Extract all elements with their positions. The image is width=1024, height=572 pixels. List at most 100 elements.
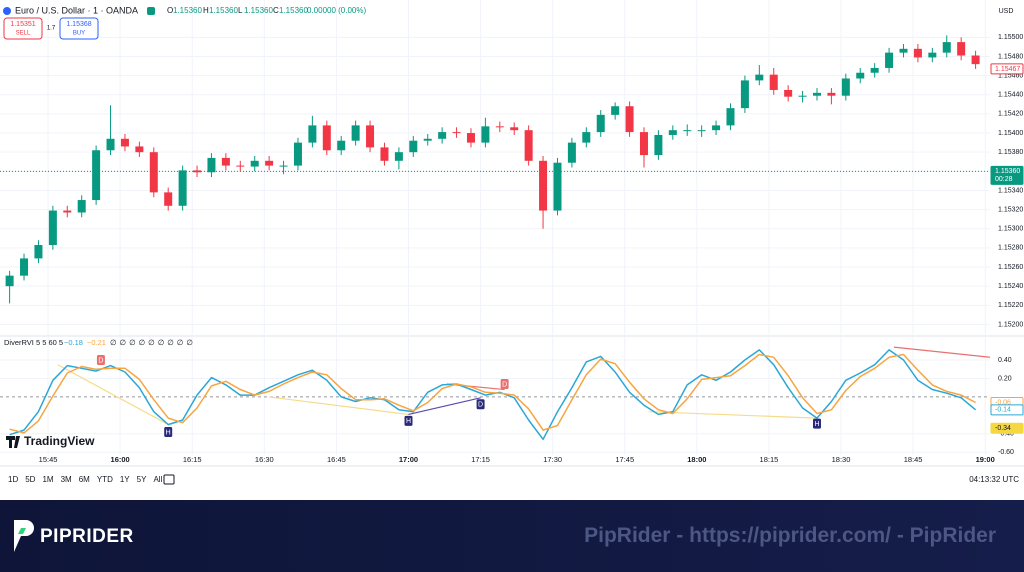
candle-body (539, 160, 548, 211)
candle-body (481, 126, 490, 143)
divergence-line (446, 383, 505, 391)
price-label: -0.34 (995, 425, 1011, 432)
y-tick-label: 1.15380 (998, 149, 1023, 156)
y-tick-label: 1.15440 (998, 92, 1023, 99)
divergence-marker (812, 418, 821, 429)
candle-body (726, 108, 735, 126)
candle-body (149, 152, 158, 193)
price-label-box (990, 165, 1024, 185)
candle-body (394, 152, 403, 161)
range-button[interactable]: 3M (61, 475, 72, 484)
legend-flag: ∅ (186, 338, 193, 347)
ohlc-item: O (167, 6, 173, 15)
candle-body (250, 160, 259, 167)
candle-body (957, 42, 966, 56)
y-tick-label: 0.20 (998, 375, 1012, 382)
overlay: 1.15200 1.15220 1.15240 1.15260 1.15280 1.153… (990, 34, 1024, 456)
divergence-line (269, 396, 409, 416)
divergence-marker (404, 415, 413, 426)
candle-body (322, 125, 331, 151)
y-tick-label: 1.15260 (998, 264, 1023, 271)
candle-body (438, 132, 447, 139)
legend-flag: ∅ (148, 338, 155, 347)
x-tick-label: 17:30 (543, 455, 562, 464)
x-tick-label: 18:30 (832, 455, 851, 464)
range-button[interactable]: 1D (8, 475, 18, 484)
candle-body (48, 210, 57, 246)
sell-price[interactable]: 1.15351 (10, 21, 35, 28)
y-tick-label: 1.15340 (998, 187, 1023, 194)
calendar-icon[interactable] (163, 474, 175, 485)
legend-flag: ∅ (129, 338, 136, 347)
range-button[interactable]: 1Y (120, 475, 130, 484)
y-tick-label: 1.15320 (998, 206, 1023, 213)
price-label-box (990, 404, 1024, 416)
candle-body (236, 165, 245, 167)
candle-body (265, 160, 274, 166)
marker-label: D (478, 402, 483, 409)
range-button[interactable]: 1M (42, 475, 53, 484)
buy-price[interactable]: 1.15368 (66, 21, 91, 28)
price-axis (990, 0, 1024, 456)
candle-body (784, 89, 793, 97)
buy-button[interactable] (59, 17, 99, 40)
x-tick-label: 18:45 (904, 455, 923, 464)
range-button[interactable]: 6M (79, 475, 90, 484)
candle-body (77, 200, 86, 213)
candle-body (885, 52, 894, 68)
legend-flag: ∅ (158, 338, 165, 347)
y-tick-label: 1.15240 (998, 283, 1023, 290)
x-tick-label: 17:45 (615, 455, 634, 464)
buy-label[interactable]: BUY (73, 31, 85, 37)
ohlc-item: 0.00000 (0.00%) (307, 6, 366, 15)
clock: 04:13:32 UTC (969, 475, 1019, 484)
marker-label: H (166, 429, 171, 436)
currency[interactable]: USD (999, 8, 1014, 15)
legend-flag: ∅ (120, 338, 127, 347)
candle-body (106, 138, 115, 151)
candle-body (567, 142, 576, 163)
plot: 15:45 16:00 16:15 16:30 16:45 17:00 17:15 17:30… (0, 0, 995, 464)
candle-body (928, 52, 937, 58)
x-tick-label: 16:30 (255, 455, 274, 464)
legend-name: DiverRVI 5 5 60 5 (4, 338, 63, 347)
ohlc-item: L (238, 6, 243, 15)
sell-label[interactable]: SELL (16, 31, 31, 37)
candle-body (337, 140, 346, 151)
candle-body (466, 133, 475, 143)
range-button[interactable]: 5D (25, 475, 35, 484)
range-button[interactable]: YTD (97, 475, 113, 484)
legend-flag: ∅ (139, 338, 146, 347)
ohlc-item: H (203, 6, 209, 15)
legend-value: −0.21 (87, 338, 106, 347)
range-button[interactable]: 5Y (137, 475, 147, 484)
candle-body (193, 170, 202, 173)
x-tick-label: 17:15 (471, 455, 490, 464)
candle-body (207, 157, 216, 173)
divergence-marker (500, 379, 509, 390)
ohlc-item: 1.15360 (279, 6, 308, 15)
candle-body (942, 42, 951, 53)
y-tick-label: 1.15300 (998, 226, 1023, 233)
candle-body (178, 170, 187, 206)
sell-button[interactable] (3, 17, 43, 40)
y-tick-label: -0.40 (998, 431, 1014, 438)
slogan: PipRider - https://piprider.com/ - PipRi… (584, 524, 996, 547)
candle-body (971, 55, 980, 65)
y-tick-label: 1.15480 (998, 53, 1023, 60)
indicator-line (9, 353, 976, 434)
candle-body (639, 132, 648, 156)
legend-flag: ∅ (177, 338, 184, 347)
candle-body (870, 67, 879, 73)
market-status (147, 7, 155, 15)
divergence-marker (96, 355, 105, 366)
y-tick-label: 1.15400 (998, 130, 1023, 137)
candle-body (827, 92, 836, 96)
y-tick-label: 1.15200 (998, 321, 1023, 328)
x-tick-label: 19:00 (976, 455, 995, 464)
range-button[interactable]: All (153, 475, 162, 484)
x-tick-label: 18:00 (687, 455, 706, 464)
price-label: 1.15467 (995, 66, 1020, 73)
legend-value: −0.18 (64, 338, 83, 347)
x-tick-label: 18:15 (760, 455, 779, 464)
